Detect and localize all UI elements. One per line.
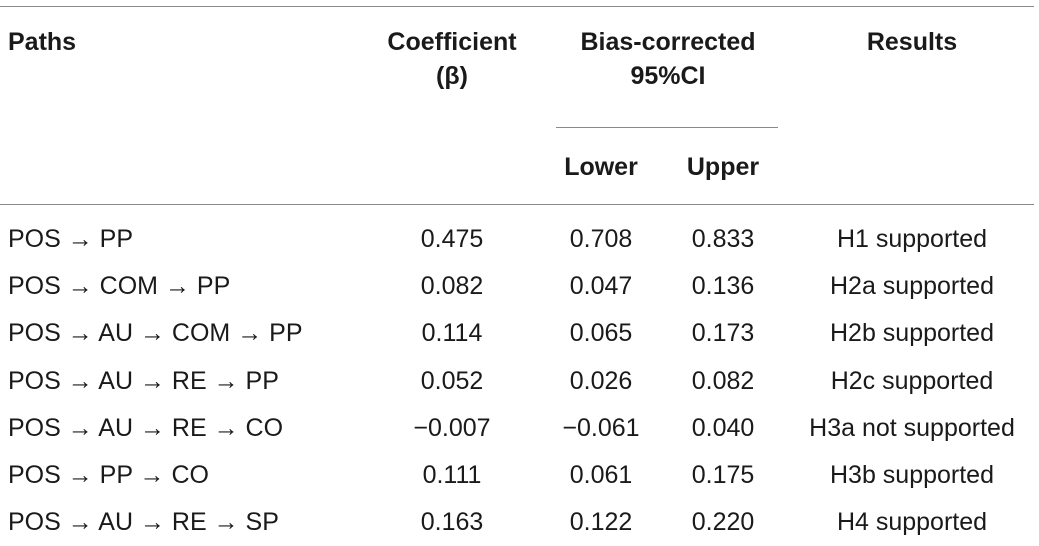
lower-ci-cell: 0.122 (569, 508, 633, 537)
upper-ci-cell: 0.175 (691, 460, 755, 489)
header-coefficient: Coefficient (β) (368, 25, 536, 93)
result-cell: H1 supported (836, 225, 988, 253)
coefficient-cell: −0.007 (413, 413, 491, 442)
coefficient-cell: 0.114 (421, 319, 483, 348)
lower-ci-cell: 0.061 (569, 460, 633, 489)
result-cell: H3b supported (829, 460, 994, 489)
header-bias-label: Bias-corrected (580, 28, 756, 56)
header-bias-corrected-ci: Bias-corrected 95%CI (546, 25, 790, 93)
header-coefficient-symbol: (β) (436, 62, 468, 90)
upper-ci-cell: 0.833 (691, 225, 755, 253)
top-rule (0, 6, 1034, 7)
path-cell: POS → AU → RE → SP (8, 508, 279, 537)
coefficient-cell: 0.475 (420, 225, 484, 253)
header-upper: Upper (686, 153, 760, 181)
result-cell: H2a supported (829, 272, 994, 301)
result-cell: H2b supported (829, 319, 994, 348)
header-lower: Lower (564, 153, 638, 181)
upper-ci-cell: 0.082 (691, 366, 755, 395)
path-cell: POS → AU → RE → PP (8, 366, 279, 395)
path-cell: POS → COM → PP (8, 272, 231, 301)
header-paths: Paths (8, 28, 77, 56)
header-results: Results (866, 28, 958, 56)
coefficient-cell: 0.111 (422, 460, 482, 489)
result-cell: H2c supported (830, 366, 994, 395)
lower-ci-cell: −0.061 (562, 413, 640, 442)
upper-ci-cell: 0.173 (691, 319, 755, 348)
coefficient-cell: 0.052 (420, 366, 484, 395)
lower-ci-cell: 0.708 (569, 225, 633, 253)
lower-ci-cell: 0.065 (569, 319, 633, 348)
upper-ci-cell: 0.220 (691, 508, 755, 537)
header-ci-label: 95%CI (630, 62, 706, 90)
ci-subheader-rule (556, 127, 778, 128)
table-row: POS → AU → COM → PP 0.114 0.065 0.173 H2… (0, 310, 1039, 357)
header-rule (0, 204, 1034, 205)
header-coefficient-label: Coefficient (387, 28, 517, 56)
upper-ci-cell: 0.136 (691, 272, 755, 301)
result-cell: H4 supported (836, 508, 988, 537)
upper-ci-cell: 0.040 (691, 413, 755, 442)
coefficient-cell: 0.163 (420, 508, 484, 537)
path-cell: POS → AU → COM → PP (8, 319, 303, 348)
table-row: POS → AU → RE → SP 0.163 0.122 0.220 H4 … (0, 499, 1039, 546)
coefficient-cell: 0.082 (420, 272, 484, 301)
table-row: POS → AU → RE → CO −0.007 −0.061 0.040 H… (0, 405, 1039, 452)
table-body: POS → PP 0.475 0.708 0.833 H1 supported … (0, 216, 1039, 546)
path-cell: POS → AU → RE → CO (8, 413, 284, 442)
path-cell: POS → PP → CO (8, 460, 209, 489)
path-cell: POS → PP (8, 225, 134, 253)
result-cell: H3a not supported (809, 413, 1015, 442)
table-row: POS → COM → PP 0.082 0.047 0.136 H2a sup… (0, 263, 1039, 310)
table-row: POS → AU → RE → PP 0.052 0.026 0.082 H2c… (0, 358, 1039, 405)
lower-ci-cell: 0.047 (569, 272, 633, 301)
lower-ci-cell: 0.026 (569, 366, 633, 395)
table-row: POS → PP 0.475 0.708 0.833 H1 supported (0, 216, 1039, 263)
table-row: POS → PP → CO 0.111 0.061 0.175 H3b supp… (0, 452, 1039, 499)
